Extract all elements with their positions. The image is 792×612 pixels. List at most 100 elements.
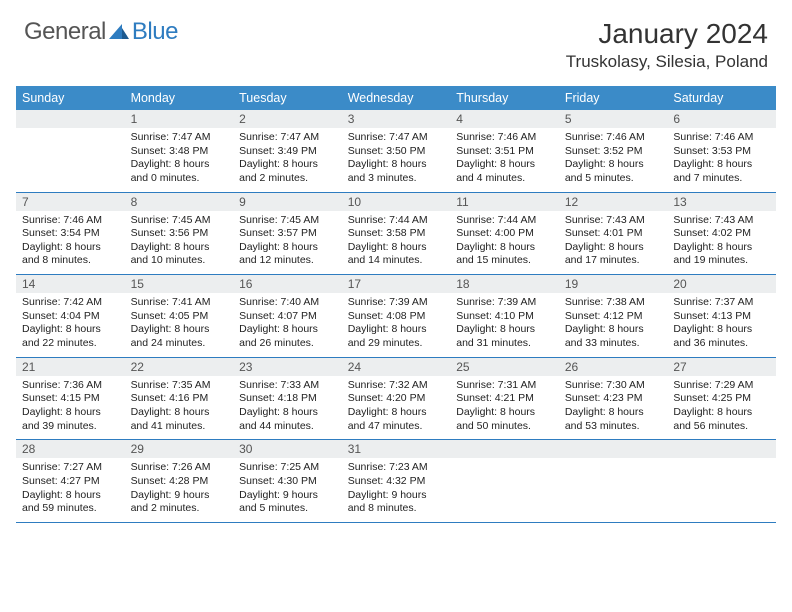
- day-number: 14: [16, 275, 125, 293]
- day-cell: 13Sunrise: 7:43 AMSunset: 4:02 PMDayligh…: [667, 192, 776, 275]
- sunset-line: Sunset: 4:21 PM: [456, 392, 553, 406]
- sunset-line: Sunset: 3:56 PM: [131, 227, 228, 241]
- sunrise-line: Sunrise: 7:46 AM: [22, 214, 119, 228]
- day-body: Sunrise: 7:47 AMSunset: 3:49 PMDaylight:…: [233, 128, 342, 192]
- day-cell: 26Sunrise: 7:30 AMSunset: 4:23 PMDayligh…: [559, 357, 668, 440]
- day-body: Sunrise: 7:31 AMSunset: 4:21 PMDaylight:…: [450, 376, 559, 440]
- sunset-line: Sunset: 4:30 PM: [239, 475, 336, 489]
- sunrise-line: Sunrise: 7:39 AM: [348, 296, 445, 310]
- day1-line: Daylight: 8 hours: [131, 323, 228, 337]
- day-body: Sunrise: 7:25 AMSunset: 4:30 PMDaylight:…: [233, 458, 342, 522]
- day-body: Sunrise: 7:44 AMSunset: 4:00 PMDaylight:…: [450, 211, 559, 275]
- day-body: Sunrise: 7:36 AMSunset: 4:15 PMDaylight:…: [16, 376, 125, 440]
- sunset-line: Sunset: 3:48 PM: [131, 145, 228, 159]
- day-cell: [450, 440, 559, 523]
- day-number: 15: [125, 275, 234, 293]
- day-cell: 31Sunrise: 7:23 AMSunset: 4:32 PMDayligh…: [342, 440, 451, 523]
- day2-line: and 53 minutes.: [565, 420, 662, 434]
- day1-line: Daylight: 8 hours: [131, 241, 228, 255]
- day-number: 17: [342, 275, 451, 293]
- sunset-line: Sunset: 4:16 PM: [131, 392, 228, 406]
- sunrise-line: Sunrise: 7:25 AM: [239, 461, 336, 475]
- sunset-line: Sunset: 4:10 PM: [456, 310, 553, 324]
- day2-line: and 24 minutes.: [131, 337, 228, 351]
- day-body: Sunrise: 7:35 AMSunset: 4:16 PMDaylight:…: [125, 376, 234, 440]
- day1-line: Daylight: 8 hours: [131, 406, 228, 420]
- day-body: Sunrise: 7:30 AMSunset: 4:23 PMDaylight:…: [559, 376, 668, 440]
- day-cell: 15Sunrise: 7:41 AMSunset: 4:05 PMDayligh…: [125, 275, 234, 358]
- day2-line: and 0 minutes.: [131, 172, 228, 186]
- dayhead-fri: Friday: [559, 86, 668, 110]
- day1-line: Daylight: 8 hours: [239, 406, 336, 420]
- day-body: Sunrise: 7:47 AMSunset: 3:48 PMDaylight:…: [125, 128, 234, 192]
- day-cell: [559, 440, 668, 523]
- day-number: 23: [233, 358, 342, 376]
- day-cell: 7Sunrise: 7:46 AMSunset: 3:54 PMDaylight…: [16, 192, 125, 275]
- day-number: 26: [559, 358, 668, 376]
- day-number: 9: [233, 193, 342, 211]
- day-body: Sunrise: 7:44 AMSunset: 3:58 PMDaylight:…: [342, 211, 451, 275]
- day-number: 7: [16, 193, 125, 211]
- day-body: Sunrise: 7:47 AMSunset: 3:50 PMDaylight:…: [342, 128, 451, 192]
- sunrise-line: Sunrise: 7:40 AM: [239, 296, 336, 310]
- day2-line: and 10 minutes.: [131, 254, 228, 268]
- day-cell: 23Sunrise: 7:33 AMSunset: 4:18 PMDayligh…: [233, 357, 342, 440]
- day-number: 5: [559, 110, 668, 128]
- day-body: Sunrise: 7:46 AMSunset: 3:54 PMDaylight:…: [16, 211, 125, 275]
- day-number: 16: [233, 275, 342, 293]
- sunset-line: Sunset: 3:51 PM: [456, 145, 553, 159]
- sunrise-line: Sunrise: 7:43 AM: [565, 214, 662, 228]
- sunrise-line: Sunrise: 7:26 AM: [131, 461, 228, 475]
- day-cell: 12Sunrise: 7:43 AMSunset: 4:01 PMDayligh…: [559, 192, 668, 275]
- day-cell: 19Sunrise: 7:38 AMSunset: 4:12 PMDayligh…: [559, 275, 668, 358]
- sunset-line: Sunset: 3:49 PM: [239, 145, 336, 159]
- day2-line: and 12 minutes.: [239, 254, 336, 268]
- week-row: 28Sunrise: 7:27 AMSunset: 4:27 PMDayligh…: [16, 440, 776, 523]
- sunset-line: Sunset: 4:13 PM: [673, 310, 770, 324]
- day-body-empty: [16, 128, 125, 186]
- sunset-line: Sunset: 4:27 PM: [22, 475, 119, 489]
- brand-logo: General Blue: [24, 18, 178, 46]
- day1-line: Daylight: 9 hours: [348, 489, 445, 503]
- day-cell: 10Sunrise: 7:44 AMSunset: 3:58 PMDayligh…: [342, 192, 451, 275]
- sunrise-line: Sunrise: 7:41 AM: [131, 296, 228, 310]
- sunrise-line: Sunrise: 7:35 AM: [131, 379, 228, 393]
- day-cell: [16, 110, 125, 192]
- sunset-line: Sunset: 3:50 PM: [348, 145, 445, 159]
- dayhead-sat: Saturday: [667, 86, 776, 110]
- day-body: Sunrise: 7:45 AMSunset: 3:57 PMDaylight:…: [233, 211, 342, 275]
- day-body: Sunrise: 7:39 AMSunset: 4:08 PMDaylight:…: [342, 293, 451, 357]
- day2-line: and 56 minutes.: [673, 420, 770, 434]
- day2-line: and 36 minutes.: [673, 337, 770, 351]
- day1-line: Daylight: 8 hours: [131, 158, 228, 172]
- sunrise-line: Sunrise: 7:45 AM: [239, 214, 336, 228]
- sunrise-line: Sunrise: 7:23 AM: [348, 461, 445, 475]
- day-body: Sunrise: 7:37 AMSunset: 4:13 PMDaylight:…: [667, 293, 776, 357]
- day-cell: 1Sunrise: 7:47 AMSunset: 3:48 PMDaylight…: [125, 110, 234, 192]
- day1-line: Daylight: 8 hours: [239, 241, 336, 255]
- sunrise-line: Sunrise: 7:30 AM: [565, 379, 662, 393]
- day-cell: 14Sunrise: 7:42 AMSunset: 4:04 PMDayligh…: [16, 275, 125, 358]
- day-cell: 20Sunrise: 7:37 AMSunset: 4:13 PMDayligh…: [667, 275, 776, 358]
- dayhead-wed: Wednesday: [342, 86, 451, 110]
- day2-line: and 17 minutes.: [565, 254, 662, 268]
- sunrise-line: Sunrise: 7:27 AM: [22, 461, 119, 475]
- week-row: 1Sunrise: 7:47 AMSunset: 3:48 PMDaylight…: [16, 110, 776, 192]
- day1-line: Daylight: 8 hours: [348, 323, 445, 337]
- sunrise-line: Sunrise: 7:47 AM: [131, 131, 228, 145]
- day1-line: Daylight: 8 hours: [456, 241, 553, 255]
- day2-line: and 29 minutes.: [348, 337, 445, 351]
- day1-line: Daylight: 8 hours: [239, 323, 336, 337]
- day-number: 20: [667, 275, 776, 293]
- day-body-empty: [667, 458, 776, 516]
- day-body: Sunrise: 7:45 AMSunset: 3:56 PMDaylight:…: [125, 211, 234, 275]
- sunrise-line: Sunrise: 7:42 AM: [22, 296, 119, 310]
- day2-line: and 2 minutes.: [131, 502, 228, 516]
- day2-line: and 22 minutes.: [22, 337, 119, 351]
- day-cell: 27Sunrise: 7:29 AMSunset: 4:25 PMDayligh…: [667, 357, 776, 440]
- brand-word-1: General: [24, 18, 106, 46]
- day-cell: [667, 440, 776, 523]
- sunrise-line: Sunrise: 7:37 AM: [673, 296, 770, 310]
- day1-line: Daylight: 8 hours: [22, 241, 119, 255]
- sunrise-line: Sunrise: 7:47 AM: [239, 131, 336, 145]
